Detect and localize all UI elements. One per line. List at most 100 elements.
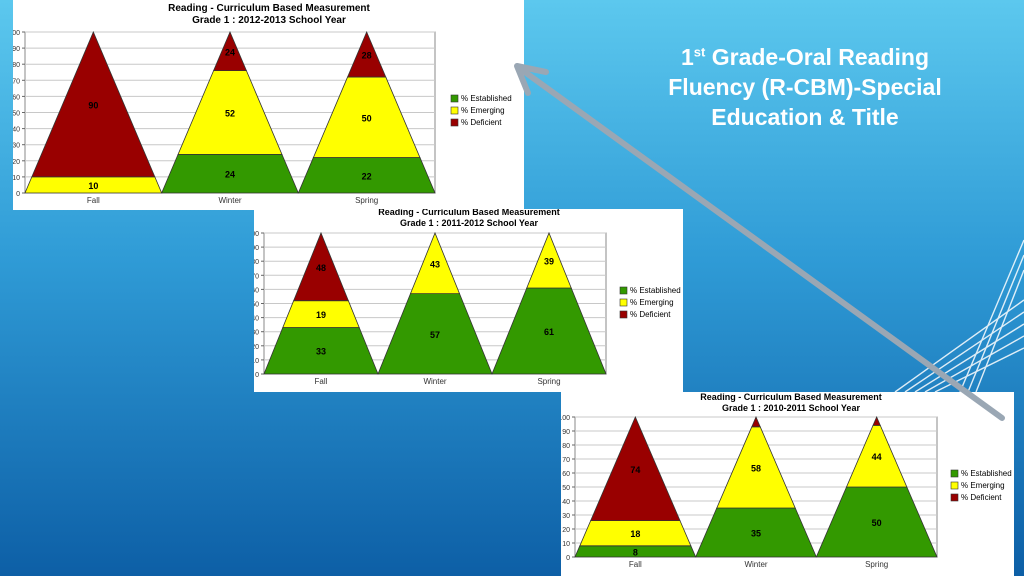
pyramid-segment bbox=[409, 231, 461, 295]
x-tick-label: Spring bbox=[537, 377, 560, 386]
y-tick-label: 90 bbox=[13, 46, 20, 53]
data-label: 90 bbox=[88, 100, 98, 110]
y-tick-label: 10 bbox=[254, 358, 259, 365]
y-tick-label: 70 bbox=[13, 78, 20, 85]
legend-label: % Emerging bbox=[630, 298, 674, 307]
y-tick-label: 10 bbox=[13, 175, 20, 182]
y-tick-label: 90 bbox=[254, 245, 259, 252]
pyramid-segment bbox=[346, 30, 387, 78]
legend-label: % Established bbox=[630, 286, 681, 295]
slide-title: 1st Grade-Oral Reading Fluency (R-CBM)-S… bbox=[650, 42, 960, 132]
y-tick-label: 50 bbox=[13, 111, 20, 118]
x-tick-label: Winter bbox=[218, 196, 241, 205]
chart-title: Reading - Curriculum Based Measurement bbox=[378, 209, 560, 217]
pyramid-segment bbox=[751, 415, 761, 428]
y-tick-label: 40 bbox=[13, 127, 20, 134]
x-tick-label: Fall bbox=[629, 560, 642, 569]
y-tick-label: 20 bbox=[13, 159, 20, 166]
y-tick-label: 0 bbox=[566, 555, 570, 562]
data-label: 39 bbox=[544, 256, 554, 266]
data-label: 48 bbox=[316, 263, 326, 273]
legend-label: % Established bbox=[961, 469, 1012, 478]
chart-subtitle: Grade 1 : 2010-2011 School Year bbox=[722, 403, 860, 413]
chart-2012-2013: Reading - Curriculum Based MeasurementGr… bbox=[13, 3, 512, 205]
chart-panel-2012-2013: Reading - Curriculum Based Measurement Gr… bbox=[13, 0, 524, 210]
data-label: 57 bbox=[430, 330, 440, 340]
data-label: 24 bbox=[225, 47, 235, 57]
title-number: 1 bbox=[680, 44, 694, 70]
chart-title: Reading - Curriculum Based Measurement bbox=[168, 3, 370, 14]
y-tick-label: 100 bbox=[561, 415, 570, 422]
x-tick-label: Fall bbox=[87, 196, 100, 205]
legend-swatch bbox=[450, 106, 459, 115]
y-tick-label: 80 bbox=[562, 443, 570, 450]
data-label: 28 bbox=[362, 51, 372, 61]
legend-label: % Emerging bbox=[961, 481, 1005, 490]
data-label: 43 bbox=[430, 259, 440, 269]
x-tick-label: Spring bbox=[355, 196, 378, 205]
chart-panel-2011-2012: Reading - Curriculum Based Measurement Gr… bbox=[254, 209, 683, 392]
chart-subtitle: Grade 1 : 2012-2013 School Year bbox=[192, 15, 346, 26]
data-label: 24 bbox=[225, 170, 235, 180]
y-tick-label: 60 bbox=[562, 471, 570, 478]
arrow-head bbox=[514, 63, 549, 96]
data-label: 18 bbox=[630, 529, 640, 539]
legend-swatch bbox=[950, 481, 959, 490]
y-tick-label: 0 bbox=[16, 191, 20, 198]
chart-subtitle: Grade 1 : 2011-2012 School Year bbox=[400, 218, 538, 228]
chart-2010-2011: Reading - Curriculum Based MeasurementGr… bbox=[561, 392, 1012, 569]
data-label: 10 bbox=[88, 181, 98, 191]
y-tick-label: 20 bbox=[562, 527, 570, 534]
legend-swatch bbox=[450, 94, 459, 103]
title-text: Grade-Oral Reading Fluency (R-CBM)-Speci… bbox=[668, 44, 942, 130]
pyramid-segment bbox=[872, 415, 881, 426]
data-label: 74 bbox=[630, 465, 640, 475]
y-tick-label: 40 bbox=[562, 499, 570, 506]
legend-label: % Deficient bbox=[630, 310, 671, 319]
data-label: 44 bbox=[872, 452, 882, 462]
legend-label: % Emerging bbox=[461, 106, 505, 115]
pyramid-segment bbox=[31, 30, 156, 178]
legend-label: % Established bbox=[461, 94, 512, 103]
pyramid-segment bbox=[293, 231, 349, 302]
data-label: 33 bbox=[316, 347, 326, 357]
y-tick-label: 30 bbox=[254, 330, 259, 337]
data-label: 50 bbox=[872, 518, 882, 528]
y-tick-label: 80 bbox=[13, 62, 20, 69]
chart-2011-2012: Reading - Curriculum Based MeasurementGr… bbox=[254, 209, 681, 386]
y-tick-label: 70 bbox=[254, 273, 259, 280]
data-label: 58 bbox=[751, 463, 761, 473]
y-tick-label: 10 bbox=[562, 541, 570, 548]
y-tick-label: 90 bbox=[562, 429, 570, 436]
y-tick-label: 0 bbox=[255, 372, 259, 379]
y-tick-label: 60 bbox=[13, 94, 20, 101]
data-label: 35 bbox=[751, 529, 761, 539]
y-tick-label: 50 bbox=[562, 485, 570, 492]
data-label: 19 bbox=[316, 310, 326, 320]
x-tick-label: Winter bbox=[423, 377, 446, 386]
legend-swatch bbox=[950, 493, 959, 502]
legend-label: % Deficient bbox=[961, 493, 1002, 502]
x-tick-label: Fall bbox=[315, 377, 328, 386]
pyramid-segment bbox=[526, 231, 572, 289]
data-label: 61 bbox=[544, 327, 554, 337]
pyramid-segment bbox=[590, 415, 681, 522]
y-tick-label: 100 bbox=[13, 30, 20, 37]
title-superscript: st bbox=[693, 44, 706, 60]
legend-swatch bbox=[619, 298, 628, 307]
y-tick-label: 100 bbox=[254, 231, 259, 238]
chart-panel-2010-2011: Reading - Curriculum Based Measurement Gr… bbox=[561, 392, 1014, 576]
data-label: 8 bbox=[633, 547, 638, 557]
y-tick-label: 60 bbox=[254, 287, 259, 294]
legend-swatch bbox=[450, 118, 459, 127]
data-label: 50 bbox=[362, 113, 372, 123]
arrow-shaft bbox=[519, 67, 1005, 421]
legend-label: % Deficient bbox=[461, 118, 502, 127]
y-tick-label: 70 bbox=[562, 457, 570, 464]
data-label: 52 bbox=[225, 109, 235, 119]
y-tick-label: 20 bbox=[254, 344, 259, 351]
y-tick-label: 50 bbox=[254, 302, 259, 309]
y-tick-label: 40 bbox=[254, 316, 259, 323]
